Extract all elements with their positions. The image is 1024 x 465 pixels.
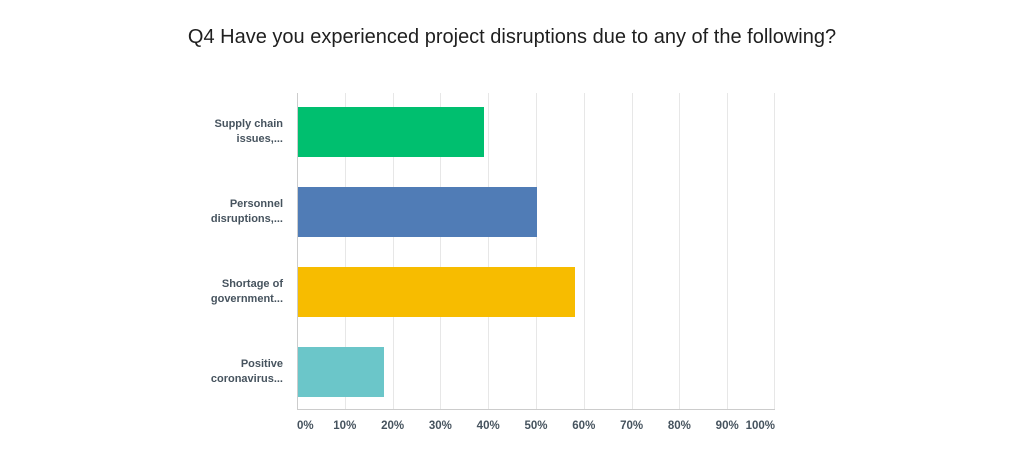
gridline [392, 93, 394, 410]
category-label-personnel-disruptions: Personnel disruptions,... [211, 197, 283, 227]
x-tick-label-60: 60% [572, 420, 596, 432]
gridline [679, 93, 681, 410]
y-axis-line [297, 93, 298, 410]
category-axis-labels: Supply chain issues,... Personnel disruptio… [0, 93, 290, 410]
x-tick-label-80: 80% [667, 420, 691, 432]
x-tick-label-100: 100% [745, 420, 775, 432]
gridline [536, 93, 537, 410]
gridline [488, 93, 490, 410]
gridline [440, 93, 442, 410]
x-tick-label-20: 20% [381, 420, 405, 432]
category-label-line: Positive [240, 358, 283, 370]
chart-title: Q4 Have you experienced project disrupti… [187, 26, 837, 48]
bar-personnel-disruptions [298, 187, 537, 237]
gridline [583, 93, 585, 410]
x-tick-label-90: 90% [715, 420, 739, 432]
gridline [631, 93, 633, 410]
gridline [727, 93, 729, 410]
x-tick-label-10: 10% [333, 420, 357, 432]
category-label-line: Supply chain [214, 118, 283, 130]
bar-supply-chain-issues [298, 107, 485, 157]
gridline [774, 93, 775, 410]
category-label-line: Shortage of [221, 278, 283, 290]
x-axis-line [297, 409, 775, 410]
plot-area [297, 93, 775, 410]
x-tick-label-0: 0% [297, 420, 314, 432]
gridline [344, 93, 346, 410]
bar-shortage-of-government [298, 267, 576, 317]
category-label-line: coronavirus... [210, 373, 283, 385]
category-label-supply-chain-issues: Supply chain issues,... [215, 117, 283, 147]
x-tick-label-50: 50% [524, 420, 548, 432]
category-label-line: issues,... [236, 133, 283, 145]
x-tick-label-30: 30% [428, 420, 452, 432]
category-label-line: government... [210, 293, 283, 305]
category-label-positive-coronavirus: Positive coronavirus... [211, 357, 283, 387]
category-label-shortage-of-government: Shortage of government... [211, 277, 283, 307]
bar-positive-coronavirus [298, 347, 385, 397]
category-label-line: disruptions,... [210, 213, 283, 225]
x-axis-tick-labels: 0% 10% 20% 30% 40% 50% 60% 70% 80% 90% 100% [297, 420, 775, 436]
x-tick-label-70: 70% [620, 420, 644, 432]
x-tick-label-40: 40% [476, 420, 500, 432]
category-label-line: Personnel [229, 198, 283, 210]
